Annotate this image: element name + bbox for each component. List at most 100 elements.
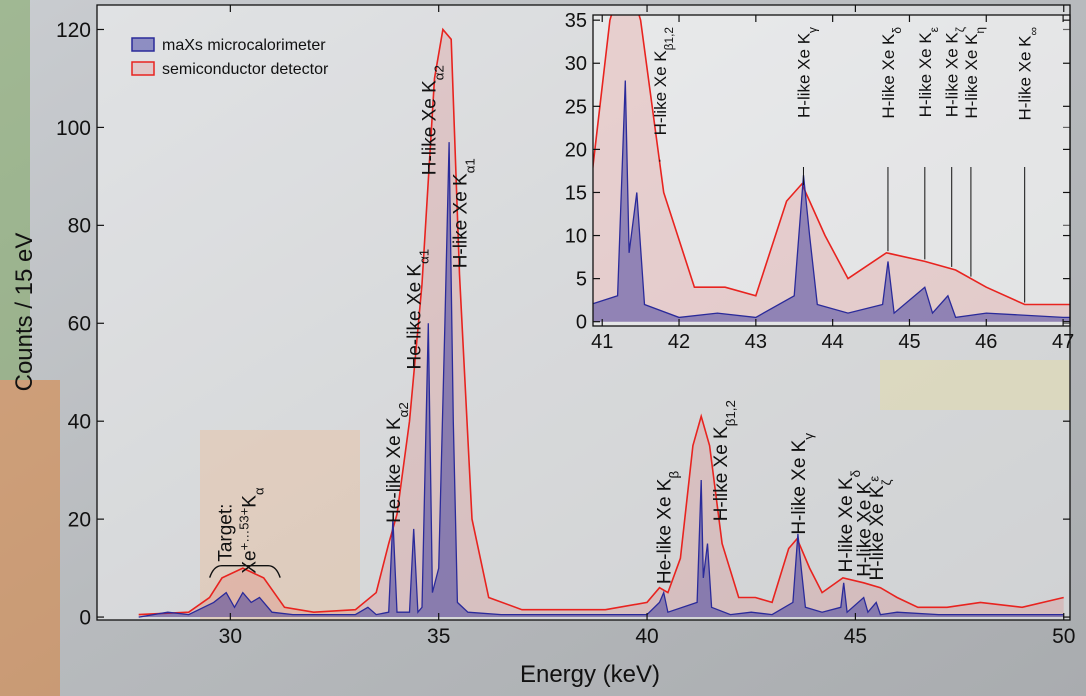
label-subscript: α2 [395, 402, 410, 417]
peak-label: H-like Xe Kδ [879, 27, 904, 119]
line: K [240, 495, 261, 508]
plot-clip [138, 27, 1064, 618]
x-tick-label: 35 [427, 625, 450, 648]
y-axis-title: Counts / 15 eV [11, 233, 38, 392]
label-text: H-like Xe K [794, 32, 813, 118]
x-tick-label: 47 [1052, 331, 1074, 353]
label-subscript: ε [927, 26, 941, 32]
x-axis-title: Energy (keV) [520, 661, 660, 688]
line-subscript: α [251, 487, 266, 495]
ion: Xe [240, 550, 261, 573]
y-tick-label: 20 [68, 508, 91, 531]
calorimeter-line [138, 142, 1064, 618]
peak-label: H-like Xe Kα2 [419, 65, 446, 175]
y-tick-label: 100 [56, 117, 91, 140]
y-tick-label: 0 [576, 312, 587, 334]
x-tick-label: 42 [668, 331, 690, 353]
y-tick-label: 10 [565, 226, 587, 248]
label-subscript: α1 [462, 158, 477, 173]
y-tick-label: 5 [576, 269, 587, 291]
x-tick-label: 45 [898, 331, 920, 353]
background-decor [0, 380, 60, 696]
label-subscript: ε [866, 476, 881, 482]
peak-label: H-like Xe Kζ [943, 26, 968, 117]
y-tick-label: 15 [565, 182, 587, 204]
x-tick-label: 40 [635, 625, 658, 648]
calorimeter-area [593, 80, 1070, 322]
peak-label: H-like Xe Kζ [867, 479, 894, 580]
label-text: H-like Xe K [451, 173, 472, 268]
label-text: H-like Xe K [419, 80, 440, 175]
peak-label: He-like Xe Kα1 [405, 249, 432, 370]
label-text: H-like Xe K [711, 426, 732, 521]
y-tick-label: 80 [68, 215, 91, 238]
plot-area [97, 5, 1070, 620]
peak-label: H-like Xe Kα1 [451, 158, 478, 268]
label-subscript: α1 [416, 249, 431, 264]
detector-area [593, 15, 1070, 322]
peak-label: H-like Xe Kε [855, 476, 882, 577]
calorimeter-line [593, 80, 1070, 319]
label-text: H-like Xe K [916, 32, 935, 118]
y-tick-label: 20 [565, 139, 587, 161]
label-subscript: γ [800, 433, 815, 440]
peak-label: H-like Xe Kε [916, 26, 941, 117]
peak-label: He-like Xe Kα2 [384, 402, 411, 523]
x-tick-label: 30 [219, 625, 242, 648]
peak-label: H-like Xe Kγ [789, 433, 816, 535]
label-text: H-like Xe K [943, 32, 962, 118]
label-subscript: β1,2 [662, 27, 676, 51]
label-subscript: α2 [431, 65, 446, 80]
background-decor [200, 430, 360, 620]
peak-label: H-like Xe Kβ1,2 [711, 400, 738, 521]
peak-label: H-like Xe K∞ [1016, 27, 1041, 121]
label-text: H-like Xe K [1016, 35, 1035, 121]
label-subscript: γ [805, 27, 819, 33]
label-text: He-like Xe K [405, 264, 426, 370]
y-tick-label: 60 [68, 313, 91, 336]
label-text: H-like Xe K [879, 33, 898, 119]
label-subscript: ζ [954, 26, 968, 32]
x-tick-label: 50 [1052, 625, 1075, 648]
peak-label: H-like Xe Kγ [794, 27, 819, 118]
x-tick-label: 45 [844, 625, 867, 648]
peak-label: H-like Xe Kβ1,2 [651, 27, 676, 136]
target-ion-label: Xe+…53+Kα [236, 487, 266, 574]
y-tick-label: 40 [68, 411, 91, 434]
x-tick-label: 43 [745, 331, 767, 353]
legend-swatch [131, 37, 155, 52]
x-tick-label: 41 [591, 331, 613, 353]
peak-label: H-like Xe Kη [962, 27, 987, 119]
y-tick-label: 35 [565, 10, 587, 32]
label-subscript: η [973, 27, 987, 34]
detector-line [593, 15, 1070, 306]
peak-label: H-like Xe Kδ [836, 470, 863, 572]
label-subscript: δ [847, 470, 862, 477]
charge: +…53+ [236, 508, 251, 551]
label-subscript: δ [890, 27, 904, 34]
target-label: Target: [216, 504, 237, 562]
x-tick-label: 44 [822, 331, 844, 353]
background-decor [880, 360, 1070, 410]
x-tick-label: 46 [975, 331, 997, 353]
peak-label: He-like Xe Kβ [655, 471, 682, 585]
plot-clip [593, 15, 1070, 322]
y-tick-label: 30 [565, 53, 587, 75]
label-text: H-like Xe K [836, 477, 857, 572]
label-text: He-like Xe K [384, 417, 405, 523]
legend-swatch [131, 61, 155, 76]
y-tick-label: 25 [565, 96, 587, 118]
label-text: H-like Xe K [867, 485, 888, 580]
label-text: H-like Xe K [855, 481, 876, 576]
legend-label: semiconductor detector [162, 61, 329, 78]
label-subscript: ∞ [1027, 27, 1041, 35]
axes-frame [592, 14, 1071, 327]
label-subscript: β [666, 471, 681, 479]
background-decor [0, 0, 30, 380]
legend-label: maXs microcalorimeter [162, 37, 326, 54]
detector-line [138, 27, 1064, 616]
label-text: H-like Xe K [962, 33, 981, 119]
